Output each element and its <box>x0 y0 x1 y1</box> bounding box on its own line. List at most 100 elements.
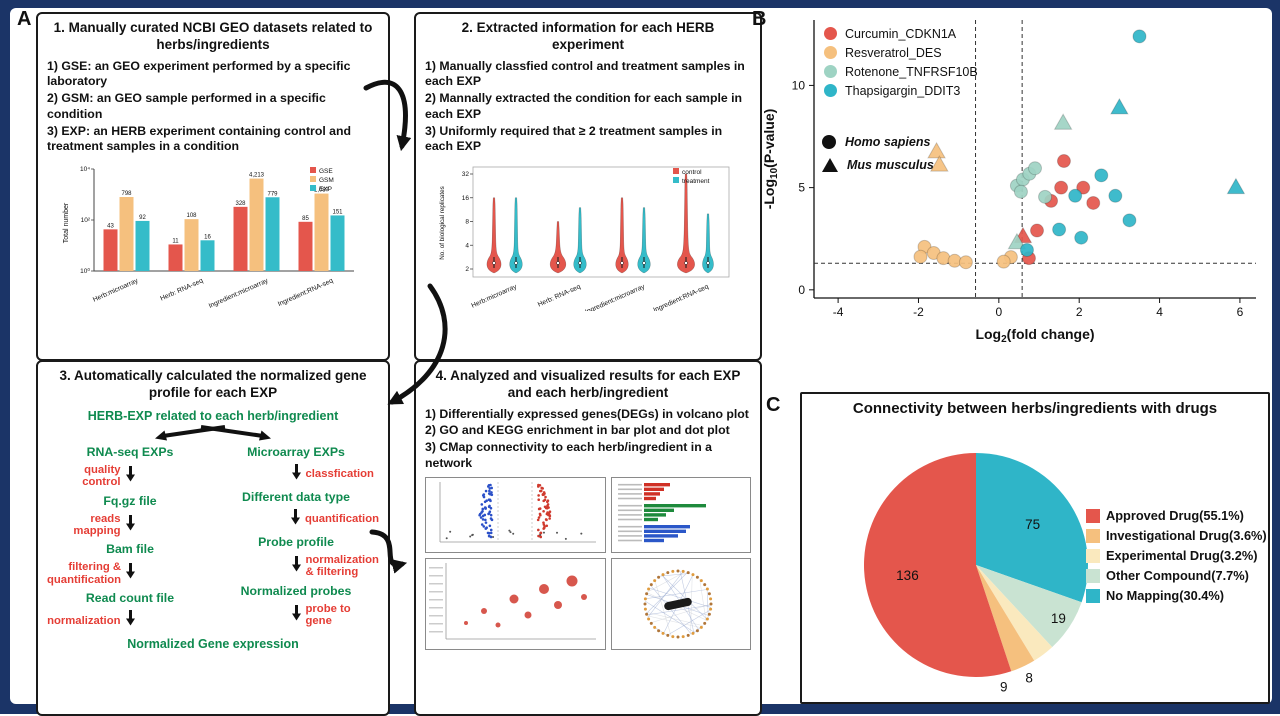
svg-text:GSM: GSM <box>319 177 334 184</box>
result-thumbnails <box>425 476 751 650</box>
svg-text:treatment: treatment <box>682 178 710 185</box>
panel-a-label: A <box>17 8 32 30</box>
box4-items: 1) Differentially expressed genes(DEGs) … <box>425 407 751 472</box>
svg-text:Ingredient:RNA-seq: Ingredient:RNA-seq <box>652 284 710 312</box>
flow-node: RNA-seq EXPs <box>86 444 174 459</box>
scatter-point <box>1052 222 1067 237</box>
scatter-point <box>930 155 949 172</box>
legend-label: Rotenone_TNFRSF10B <box>845 64 978 79</box>
panel-c-connectivity: Connectivity between herbs/ingredients w… <box>800 392 1270 704</box>
svg-text:9: 9 <box>1000 679 1008 694</box>
flow-node: Bam file <box>106 542 154 557</box>
legend-entry: Mus musculus <box>822 153 934 176</box>
pie-slice <box>976 565 1082 648</box>
panel-b-label: B <box>752 8 767 30</box>
scatter-point <box>1054 180 1069 195</box>
svg-text:4,213: 4,213 <box>249 173 265 179</box>
pie-slice <box>976 565 1053 661</box>
down-arrow-icon <box>291 463 302 485</box>
svg-text:10: 10 <box>792 78 806 92</box>
scatter-point <box>1076 180 1091 195</box>
flow-action: classfication <box>305 468 374 481</box>
slice-swatch-icon <box>1086 528 1100 543</box>
svg-text:GSE: GSE <box>319 168 333 175</box>
flow-root: HERB-EXP related to each herb/ingredient <box>87 408 339 423</box>
legend-label: Experimental Drug(3.2%) <box>1106 548 1258 563</box>
box1-item: 1) GSE: an GEO experiment performed by a… <box>47 58 351 89</box>
svg-text:19: 19 <box>1051 611 1066 626</box>
box1-item: 2) GSM: an GEO sample performed in a spe… <box>47 91 326 121</box>
legend-entry: Experimental Drug(3.2%) <box>1086 548 1264 563</box>
flow-node: Different data type <box>242 489 350 504</box>
flow-action: quantification <box>304 513 379 526</box>
legend-entry: Approved Drug(55.1%) <box>1086 508 1264 523</box>
volcano-plot-thumbnail <box>425 476 607 553</box>
violin <box>549 221 567 274</box>
bar-plot-thumbnail <box>611 476 751 553</box>
svg-text:EXP: EXP <box>319 186 332 193</box>
legend-label: Thapsigargin_DDIT3 <box>845 83 961 98</box>
down-arrow-icon <box>125 563 136 584</box>
box4-title: 4. Analyzed and visualized results for e… <box>435 368 741 400</box>
svg-text:No. of biological replicates: No. of biological replicates <box>439 186 446 260</box>
violin <box>615 197 629 274</box>
bar-chart: Total number 10⁰ 10² 10⁴ 43 798 92 Herb:microar… <box>63 166 354 310</box>
svg-text:Herb:microarray: Herb:microarray <box>470 283 518 309</box>
box1-item: 3) EXP: an HERB experiment containing co… <box>47 123 352 154</box>
svg-text:0: 0 <box>995 305 1002 319</box>
svg-text:798: 798 <box>121 191 132 197</box>
pie-legend: Approved Drug(55.1%) Investigational Dru… <box>1086 508 1267 608</box>
box-3-pipeline: 3. Automatically calculated the normaliz… <box>36 360 390 716</box>
scatter-point <box>1030 223 1045 238</box>
pie-slice <box>864 453 1012 677</box>
svg-text:16: 16 <box>462 195 470 202</box>
violin-chart: No. of biological replicates 32 16 8 4 2 Herb:… <box>439 166 730 312</box>
down-arrow-icon <box>291 604 302 626</box>
svg-text:Herb:microarray: Herb:microarray <box>92 277 140 303</box>
scatter-point <box>1122 213 1137 228</box>
svg-text:43: 43 <box>107 224 114 230</box>
species-shape-legend: Homo sapiens Mus musculus <box>822 130 934 176</box>
svg-text:8: 8 <box>465 219 469 226</box>
down-arrow-icon <box>290 508 301 530</box>
svg-text:779: 779 <box>267 191 278 197</box>
bar <box>265 197 280 272</box>
box4-item: 2) GO and KEGG enrichment in bar plot an… <box>425 423 730 438</box>
pie-slice <box>976 453 1088 603</box>
bar <box>135 221 150 272</box>
scatter-point <box>913 249 928 264</box>
pie-title: Connectivity between herbs/ingredients w… <box>852 400 1218 417</box>
svg-text:108: 108 <box>186 213 197 219</box>
bar <box>184 219 199 272</box>
violin <box>677 173 695 274</box>
svg-text:16: 16 <box>204 234 211 240</box>
box-4-results: 4. Analyzed and visualized results for e… <box>414 360 762 716</box>
violin <box>702 213 714 274</box>
flow-action: reads mapping <box>73 512 121 538</box>
flow-node: Normalized probes <box>240 583 352 598</box>
series-swatch-icon <box>824 27 837 40</box>
series-swatch-icon <box>824 65 837 78</box>
flow-action: probe to gene <box>305 602 351 628</box>
scatter-point <box>1110 97 1129 115</box>
svg-text:Ingredient:microarray: Ingredient:microarray <box>584 283 646 311</box>
box1-title: 1. Manually curated NCBI GEO datasets re… <box>53 20 373 52</box>
box1-items: 1) GSE: an GEO experiment performed by a… <box>47 59 379 155</box>
legend-label: Curcumin_CDKN1A <box>845 26 957 41</box>
bar <box>330 215 345 272</box>
svg-text:Ingredient:microarray: Ingredient:microarray <box>208 277 270 310</box>
svg-text:-2: -2 <box>913 305 924 319</box>
svg-text:0: 0 <box>798 283 805 297</box>
pipeline-flowchart: HERB-EXP related to each herb/ingredient… <box>47 407 379 652</box>
flow-action: quality control <box>82 463 121 489</box>
box3-title: 3. Automatically calculated the normaliz… <box>59 368 367 400</box>
box2-item: 1) Manually classfied control and treatm… <box>425 58 745 89</box>
svg-text:75: 75 <box>1025 517 1040 532</box>
series-swatch-icon <box>824 84 837 97</box>
bar <box>249 178 264 272</box>
legend-label: No Mapping(30.4%) <box>1106 588 1225 603</box>
violin <box>573 207 587 274</box>
svg-text:Ingredient:RNA-seq: Ingredient:RNA-seq <box>277 278 335 309</box>
slice-swatch-icon <box>1086 508 1100 523</box>
scatter-point <box>996 254 1011 269</box>
